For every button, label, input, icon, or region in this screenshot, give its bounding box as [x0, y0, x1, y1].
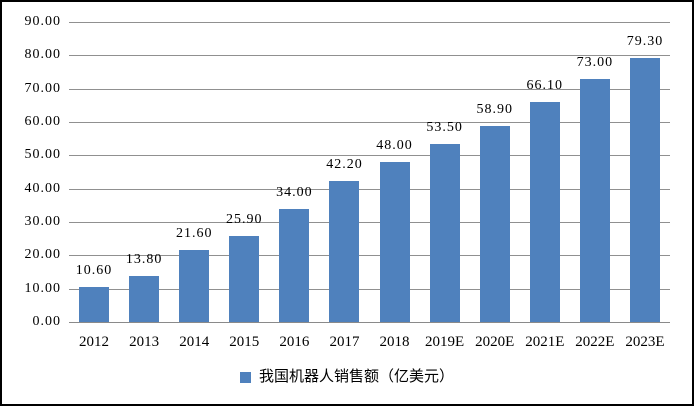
bar-rect [629, 57, 660, 322]
bar-rect [329, 181, 360, 322]
bar-2022E [579, 78, 610, 322]
gridline-y-30 [69, 222, 670, 223]
bar-rect [379, 162, 410, 322]
bar-rect [279, 208, 310, 322]
x-tick-label-2023E: 2023E [625, 334, 665, 350]
x-tick-label-2021E: 2021E [525, 334, 565, 350]
x-tick-label-2016: 2016 [279, 334, 310, 350]
y-tick-label: 70.00 [24, 80, 61, 96]
gridline-y-40 [69, 188, 670, 190]
bar-rect [79, 286, 110, 322]
bar-value-label: 10.60 [75, 262, 113, 278]
y-tick-label: 0.00 [32, 314, 61, 329]
y-tick-label: 60.00 [24, 114, 61, 129]
bar-value-label: 73.00 [576, 54, 614, 70]
y-tick-label: 30.00 [24, 214, 61, 229]
bar-value-label: 48.00 [376, 138, 413, 153]
gridline-y-0 [69, 322, 670, 323]
x-tick-label-2019E: 2019E [425, 334, 465, 350]
bar-rect [179, 250, 210, 322]
gridline-y-60 [69, 122, 670, 123]
x-tick-label-2022E: 2022E [575, 334, 615, 350]
bar-rect [579, 78, 610, 322]
bar-2017 [329, 181, 360, 322]
gridline-y-10 [69, 288, 670, 290]
legend-label: 我国机器人销售额（亿美元） [258, 369, 454, 385]
bar-rect [229, 235, 260, 322]
y-tick-label: 20.00 [24, 247, 61, 263]
bar-value-label: 42.20 [326, 157, 363, 173]
plot-area [69, 22, 670, 323]
bar-value-label: 66.10 [526, 77, 564, 93]
gridline-y-20 [69, 255, 670, 257]
x-tick-label-2017: 2017 [329, 334, 360, 350]
bar-value-label: 21.60 [175, 226, 213, 241]
x-tick-label-2014: 2014 [179, 334, 210, 350]
x-tick-label-2012: 2012 [79, 334, 110, 350]
bar-rect [529, 101, 560, 322]
x-tick-label-2020E: 2020E [475, 334, 515, 350]
bar-2016 [279, 208, 310, 322]
gridline-y-90 [69, 22, 670, 23]
bar-value-label: 53.50 [426, 119, 463, 135]
y-tick-label: 10.00 [24, 280, 61, 296]
y-tick-label: 80.00 [24, 47, 61, 63]
y-tick-label: 90.00 [24, 14, 61, 29]
x-tick-label-2018: 2018 [379, 334, 410, 350]
bar-rect [129, 276, 160, 322]
y-tick-label: 40.00 [24, 180, 61, 196]
bar-value-label: 25.90 [226, 211, 263, 227]
gridline-y-70 [69, 88, 670, 90]
bar-2015 [229, 235, 260, 322]
bar-2023E [629, 57, 660, 322]
bar-value-label: 34.00 [276, 184, 313, 200]
bar-value-label: 79.30 [626, 33, 664, 49]
gridline-y-50 [69, 155, 670, 157]
bar-2020E [479, 125, 510, 322]
x-tick-label-2015: 2015 [229, 334, 260, 350]
bar-value-label: 13.80 [125, 252, 163, 267]
y-tick-label: 50.00 [24, 147, 61, 163]
x-tick-label-2013: 2013 [129, 334, 160, 350]
bar-rect [429, 143, 460, 322]
legend: 我国机器人销售额（亿美元） [2, 368, 692, 386]
bar-2018 [379, 162, 410, 322]
bar-2019E [429, 143, 460, 322]
bar-2014 [179, 250, 210, 322]
bar-2013 [129, 276, 160, 322]
bar-2021E [529, 101, 560, 322]
bar-2012 [79, 286, 110, 322]
bar-rect [479, 125, 510, 322]
bar-value-label: 58.90 [476, 101, 513, 117]
legend-square-icon [239, 371, 251, 383]
gridline-y-80 [69, 55, 670, 57]
